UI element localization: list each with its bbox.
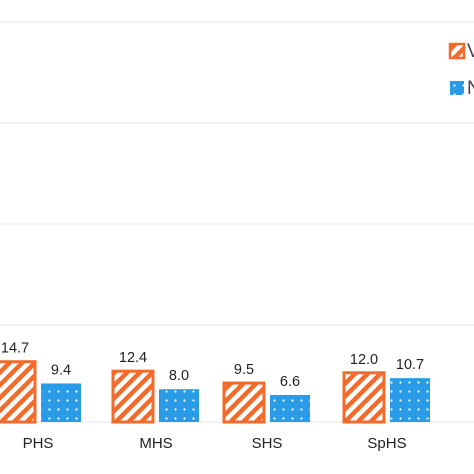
legend: VN: [448, 41, 474, 99]
legend-label: V: [467, 41, 474, 62]
bar-sphs-series-1: [342, 371, 386, 424]
data-label: 12.4: [119, 350, 147, 366]
x-tick-label: SHS: [252, 435, 283, 452]
x-tick-label: PHS: [23, 435, 54, 452]
x-tick-label: SpHS: [367, 435, 406, 452]
data-label: 9.4: [51, 362, 71, 378]
bar-mhs-series-2: [159, 389, 199, 422]
bar-phs-series-2: [41, 383, 81, 422]
legend-swatch: [450, 81, 464, 95]
labels-group: 14.7 9.4 PHS 12.4 8.0 MHS 9.5 6.6 SHS 12.0 10.7 SpH…: [1, 341, 424, 452]
bar-shs-series-2: [270, 394, 310, 422]
data-label: 12.0: [350, 352, 378, 368]
bars-group: [0, 360, 430, 424]
data-label: 14.7: [1, 341, 29, 357]
bar-sphs-series-2: [390, 378, 430, 422]
data-label: 9.5: [234, 362, 254, 378]
data-label: 10.7: [396, 357, 424, 373]
bar-shs-series-1: [222, 381, 266, 424]
bar-phs-series-1: [0, 360, 37, 424]
legend-swatch: [448, 42, 466, 60]
legend-label: N: [467, 78, 474, 99]
bar-mhs-series-1: [111, 369, 155, 424]
data-label: 8.0: [169, 368, 189, 384]
data-label: 6.6: [280, 374, 300, 390]
x-tick-label: MHS: [139, 435, 172, 452]
